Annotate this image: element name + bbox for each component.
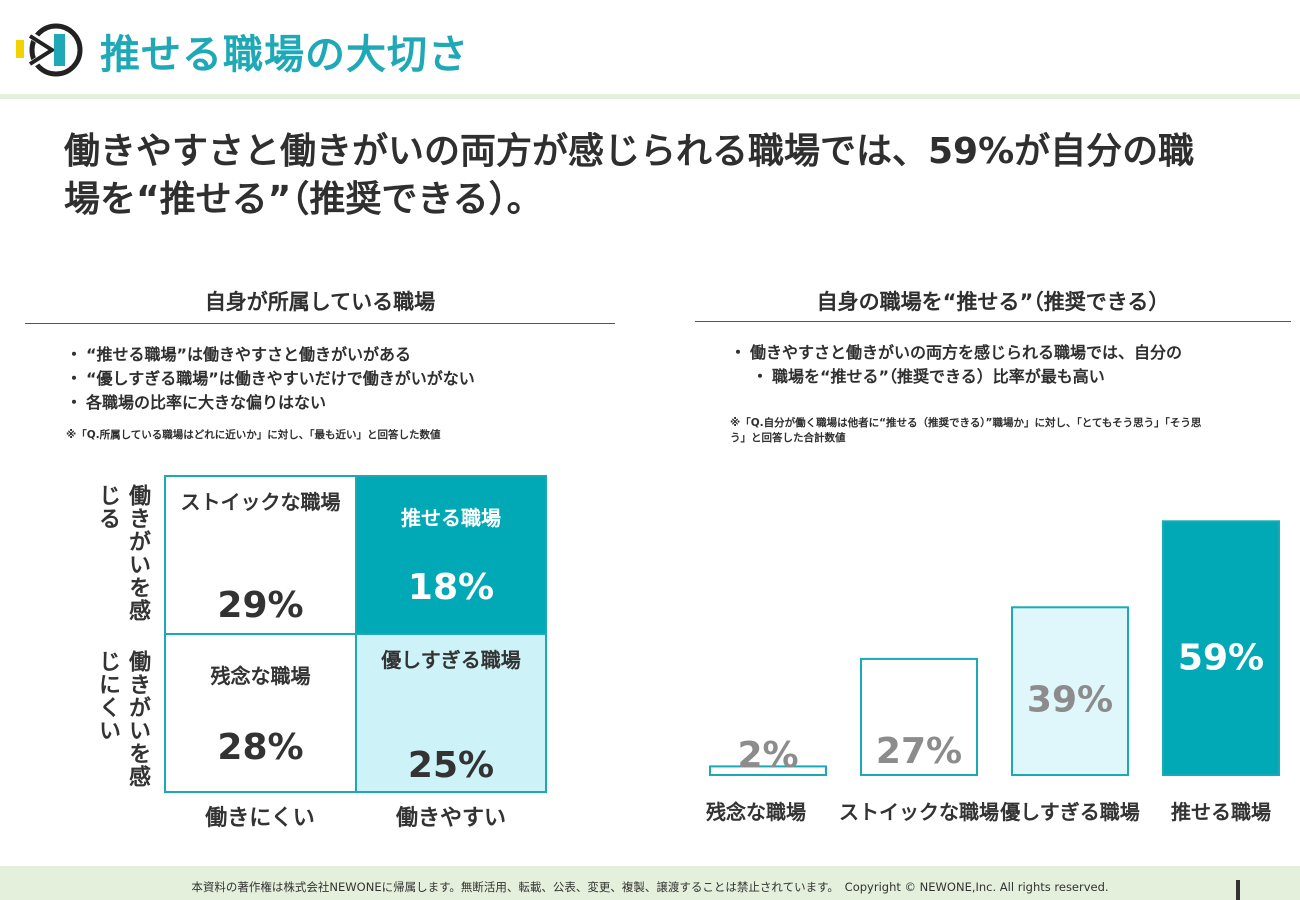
cell-value: 29% — [217, 585, 304, 626]
right-bullet-item: 働きやすさと働きがいの両方を感じられる職場では、自分の — [730, 341, 1182, 365]
workplace-matrix: ストイックな職場 29% 推せる職場 18% 残念な職場 28% 優しすぎる職場… — [164, 475, 547, 793]
category-label: 推せる職場 — [1171, 800, 1271, 824]
newone-logo-icon — [16, 23, 83, 77]
page-marker — [1236, 880, 1240, 900]
bar — [1011, 606, 1129, 776]
row-label-high-engagement: 働きがいを感じる — [95, 484, 150, 622]
left-footnote: ※「Q.所属している職場はどれに近いか」に対し、「最も近い」と回答した数値 — [66, 429, 441, 441]
cell-value: 25% — [407, 745, 495, 786]
category-label: 優しすぎる職場 — [999, 800, 1140, 824]
right-footnote-line-1: ※「Q.自分が働く職場は他者に“推せる（推奨できる）”職場か」に対し、「とてもそ… — [730, 417, 1202, 429]
cell-label: 残念な職場 — [210, 664, 311, 688]
cell-disappointing-workplace: 残念な職場 28% — [164, 633, 357, 793]
bar-group: 2% 残念な職場 27% ストイックな職場 39% 優しすぎる職場 59% 推せる職場 — [706, 520, 1280, 824]
page-title: 推せる職場の大切さ — [100, 32, 469, 78]
headline: 働きやすさと働きがいの両方が感じられる職場では、59%が自分の職 場を“推せる”… — [64, 128, 1244, 224]
bar-value-label: 59% — [1178, 637, 1264, 678]
headline-line-1: 働きやすさと働きがいの両方が感じられる職場では、59%が自分の職 — [64, 131, 1195, 172]
copyright-notice: 本資料の著作権は株式会社NEWONEに帰属します。無断活用、転載、公表、変更、複… — [191, 880, 1109, 894]
bar-value-label: 2% — [737, 735, 798, 776]
left-bullet-item: “推せる職場”は働きやすさと働きがいがある — [66, 343, 475, 367]
recommend-bar-chart: 2% 残念な職場 27% ストイックな職場 39% 優しすぎる職場 59% 推せる職場 — [706, 520, 1280, 824]
category-label: ストイックな職場 — [839, 800, 999, 824]
bar-value-label: 27% — [876, 731, 962, 772]
cell-value: 28% — [217, 727, 304, 768]
left-section-title: 自身が所属している職場 — [204, 290, 436, 314]
bar — [709, 765, 827, 776]
left-bullet-list: “推せる職場”は働きやすさと働きがいがある “優しすぎる職場”は働きやすいだけで… — [66, 343, 475, 415]
left-bullet-item: “優しすぎる職場”は働きやすいだけで働きがいがない — [66, 367, 475, 391]
header-divider — [0, 94, 1300, 99]
bar — [1162, 520, 1280, 776]
cell-label: 優しすぎる職場 — [381, 648, 521, 672]
left-bullet-item: 各職場の比率に大きな偏りはない — [66, 391, 475, 415]
right-footnote-line-2: う」と回答した合計数値 — [730, 432, 846, 444]
footer: 本資料の著作権は株式会社NEWONEに帰属します。無断活用、転載、公表、変更、複… — [0, 866, 1300, 900]
cell-label: ストイックな職場 — [180, 490, 341, 514]
headline-line-2: 場を“推せる”（推奨できる）。 — [64, 179, 543, 220]
category-label: 残念な職場 — [706, 800, 806, 824]
header: 推せる職場の大切さ — [0, 0, 1300, 95]
left-section-divider — [25, 323, 615, 324]
right-section-divider — [695, 321, 1291, 322]
cell-value: 18% — [407, 567, 495, 608]
bar — [860, 657, 978, 776]
right-section-title: 自身の職場を“推せる”（推奨できる） — [816, 290, 1170, 314]
cell-too-kind-workplace: 優しすぎる職場 25% — [355, 633, 547, 793]
cell-stoic-workplace: ストイックな職場 29% — [164, 475, 357, 635]
bar-value-label: 39% — [1027, 679, 1113, 720]
cell-label: 推せる職場 — [401, 506, 501, 530]
cell-recommendable-workplace: 推せる職場 18% — [355, 475, 547, 635]
row-label-low-engagement: 働きがいを感じにくい — [95, 650, 150, 788]
column-label-hard-to-work: 働きにくい — [205, 806, 315, 831]
right-bullet-item-continued: 職場を“推せる”（推奨できる）比率が最も高い — [730, 365, 1182, 389]
right-bullet-list: 働きやすさと働きがいの両方を感じられる職場では、自分の 職場を“推せる”（推奨で… — [730, 341, 1182, 389]
column-label-easy-to-work: 働きやすい — [395, 806, 506, 831]
right-footnote: ※「Q.自分が働く職場は他者に“推せる（推奨できる）”職場か」に対し、「とてもそ… — [730, 416, 1270, 446]
